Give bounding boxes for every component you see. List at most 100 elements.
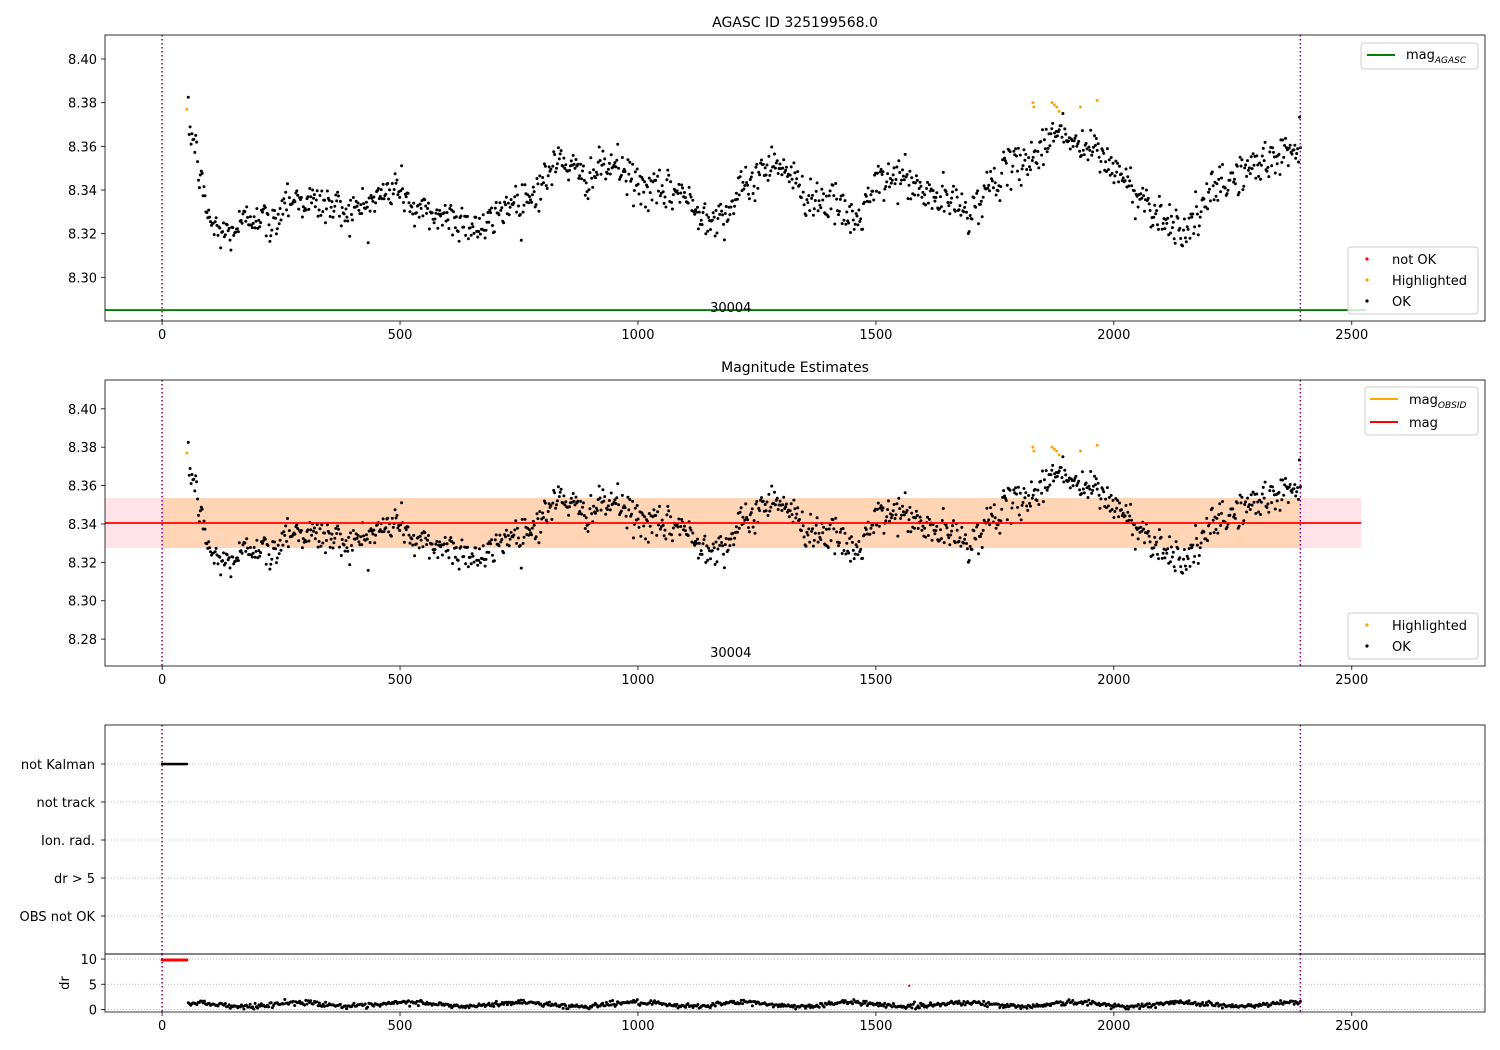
magnitude-ok-point (796, 506, 800, 510)
magnitude-ok-point (282, 530, 286, 534)
agasc-ok-point (222, 221, 225, 225)
magnitude-ok-point (1228, 513, 1232, 517)
agasc-ok-point (828, 189, 832, 193)
agasc-ok-point (364, 200, 368, 204)
magnitude-ok-point (897, 496, 901, 500)
magnitude-ok-point (189, 482, 193, 486)
magnitude-ok-point (1088, 487, 1092, 491)
dr-ok-point (1138, 1007, 1142, 1010)
dr-ok-point (566, 1007, 570, 1011)
magnitude-ok-point (734, 525, 738, 529)
magnitude-ok-point (222, 551, 225, 555)
magnitude-ok-point (705, 544, 709, 548)
agasc-ok-point (1194, 190, 1198, 194)
dr-ok-point (1002, 1006, 1005, 1010)
agasc-ok-point (1027, 156, 1031, 160)
magnitude-ok-point (609, 491, 613, 495)
agasc-ok-point (219, 246, 223, 250)
magnitude-ok-point (1225, 525, 1229, 529)
magnitude-ok-point (576, 499, 580, 503)
agasc-ok-point (486, 211, 490, 214)
agasc-ok-point (1107, 158, 1111, 162)
magnitude-ok-point (307, 539, 311, 543)
agasc-ok-point (965, 216, 969, 220)
magnitude-ok-point (965, 547, 969, 551)
magnitude-ok-point (244, 549, 248, 553)
agasc-ok-point (331, 215, 335, 219)
magnitude-ok-point (255, 538, 259, 542)
agasc-ok-point (757, 170, 761, 174)
magnitude-ok-point (443, 536, 447, 539)
agasc-ok-point (1035, 162, 1039, 165)
magnitude-ok-point (1048, 483, 1052, 487)
agasc-ok-point (1008, 150, 1012, 154)
agasc-ok-point (452, 210, 455, 214)
dr-ok-point (223, 1002, 227, 1005)
agasc-ok-point (801, 190, 805, 194)
agasc-ok-point (705, 213, 709, 217)
agasc-ok-point (1290, 152, 1294, 156)
magnitude-ok-point (1082, 491, 1086, 495)
magnitude-ok-point (952, 519, 955, 523)
magnitude-ok-point (1020, 503, 1024, 507)
dr-ok-point (1084, 1000, 1088, 1004)
agasc-ok-point (994, 193, 998, 197)
agasc-ok-point (999, 185, 1003, 189)
magnitude-ok-point (887, 499, 890, 503)
agasc-ok-point (1244, 163, 1248, 167)
agasc-ok-point (1184, 240, 1188, 244)
magnitude-ok-point (252, 546, 256, 549)
agasc-ok-point (1293, 143, 1297, 147)
agasc-ok-point (1153, 203, 1157, 207)
magnitude-ok-point (378, 528, 382, 532)
agasc-ok-point (993, 181, 997, 185)
magnitude-ok-point (871, 523, 875, 527)
agasc-ok-point (214, 216, 218, 220)
magnitude-ok-point (918, 515, 922, 519)
agasc-ok-point (274, 216, 277, 220)
magnitude-ok-point (1015, 492, 1018, 496)
agasc-ok-point (248, 215, 252, 219)
magnitude-ok-point (1244, 500, 1248, 504)
magnitude-ok-point (822, 525, 826, 529)
agasc-ok-point (626, 158, 630, 162)
magnitude-ok-point (941, 507, 945, 510)
agasc-ok-point (1204, 205, 1208, 209)
magnitude-ok-point (1240, 495, 1244, 499)
magnitude-ok-point (1242, 519, 1246, 523)
agasc-ok-point (679, 191, 683, 195)
magnitude-ok-point (245, 537, 249, 541)
agasc-ok-point (418, 202, 422, 206)
agasc-ok-point (631, 162, 635, 166)
dr-ok-point (607, 1003, 611, 1007)
magnitude-ok-point (200, 507, 204, 511)
magnitude-ok-point (1012, 488, 1016, 492)
magnitude-ok-point (1249, 493, 1253, 497)
agasc-ok-point (1143, 209, 1146, 213)
agasc-ok-point (413, 224, 417, 228)
agasc-ok-point (769, 169, 773, 173)
agasc-ok-point (763, 166, 767, 170)
agasc-ok-point (538, 174, 542, 178)
magnitude-ok-point (906, 530, 910, 533)
magnitude-ok-point (765, 500, 769, 504)
agasc-ok-point (881, 170, 885, 174)
magnitude-ok-point (712, 546, 716, 550)
agasc-ok-point (940, 184, 944, 188)
magnitude-ok-point (494, 533, 498, 537)
magnitude-ok-point (259, 551, 263, 555)
magnitude-ok-point (924, 535, 928, 539)
magnitude-ok-point (625, 526, 629, 530)
magnitude-ok-point (389, 534, 393, 538)
agasc-ok-point (1091, 150, 1095, 154)
dr-ok-point (554, 1002, 558, 1006)
magnitude-ok-point (840, 552, 844, 555)
agasc-ok-point (880, 173, 884, 176)
magnitude-ok-point (250, 555, 254, 559)
agasc-ok-point (1010, 170, 1014, 174)
magnitude-ok-point (1172, 565, 1176, 569)
magnitude-ok-point (267, 553, 271, 557)
agasc-ok-point (807, 194, 811, 198)
magnitude-y-tick-label: 8.30 (68, 595, 97, 610)
agasc-ok-point (202, 185, 206, 189)
